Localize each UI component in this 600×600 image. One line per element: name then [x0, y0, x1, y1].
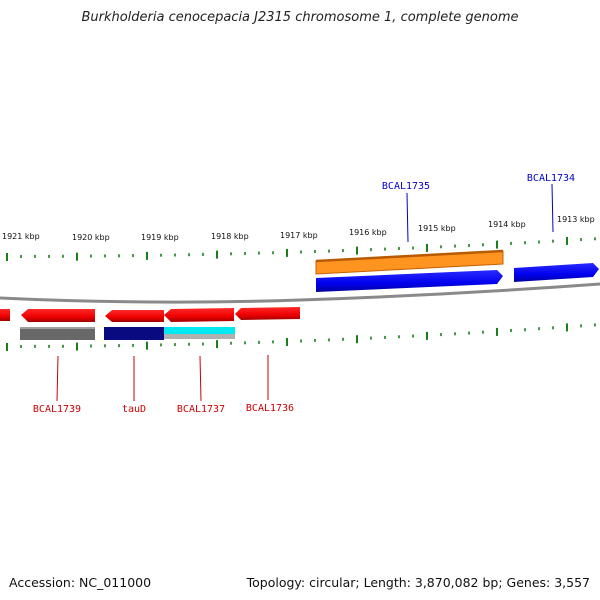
feature-gray[interactable] — [20, 327, 95, 340]
gene-BCAL1736[interactable] — [235, 307, 300, 320]
scale-label-1914: 1914 kbp — [488, 220, 526, 229]
label-BCAL1736[interactable]: BCAL1736 — [246, 403, 294, 414]
gene-partial-left[interactable] — [0, 309, 10, 321]
label-BCAL1735[interactable]: BCAL1735 — [382, 181, 430, 192]
forward-strand — [315, 249, 599, 292]
feature-orange[interactable] — [315, 250, 504, 275]
gene-tauD[interactable] — [105, 310, 164, 322]
scale-label-1918: 1918 kbp — [211, 232, 249, 241]
gene-BCAL1739[interactable] — [21, 309, 95, 322]
topology-text: Topology: circular; Length: 3,870,082 bp… — [246, 575, 590, 590]
scale-label-1917: 1917 kbp — [280, 231, 318, 240]
gene-callouts — [56, 183, 554, 402]
accession-text: Accession: NC_011000 — [9, 575, 152, 590]
gene-BCAL1737[interactable] — [164, 308, 234, 322]
scale-label-1919: 1919 kbp — [141, 233, 179, 242]
gene-BCAL1735[interactable] — [316, 270, 503, 292]
gene-BCAL1734[interactable] — [514, 263, 599, 282]
feature-navy[interactable] — [104, 327, 164, 340]
reverse-scale-ticks — [6, 323, 596, 351]
genome-backbone — [0, 282, 600, 304]
scale-label-1913: 1913 kbp — [557, 215, 595, 224]
label-BCAL1734[interactable]: BCAL1734 — [527, 173, 575, 184]
feature-cyan[interactable] — [164, 327, 235, 334]
label-tauD[interactable]: tauD — [122, 404, 146, 415]
map-title: Burkholderia cenocepacia J2315 chromosom… — [81, 10, 519, 25]
scale-label-1920: 1920 kbp — [72, 233, 110, 242]
scale-labels: 1921 kbp 1920 kbp 1919 kbp 1918 kbp 1917… — [2, 215, 595, 242]
reverse-strand — [0, 307, 300, 340]
gene-labels: BCAL1735 BCAL1734 BCAL1739 tauD BCAL1737… — [33, 173, 575, 415]
label-BCAL1737[interactable]: BCAL1737 — [177, 404, 225, 415]
scale-label-1915: 1915 kbp — [418, 224, 456, 233]
label-BCAL1739[interactable]: BCAL1739 — [33, 404, 81, 415]
scale-label-1916: 1916 kbp — [349, 228, 387, 237]
forward-scale-ticks — [6, 236, 596, 261]
scale-label-1921: 1921 kbp — [2, 232, 40, 241]
